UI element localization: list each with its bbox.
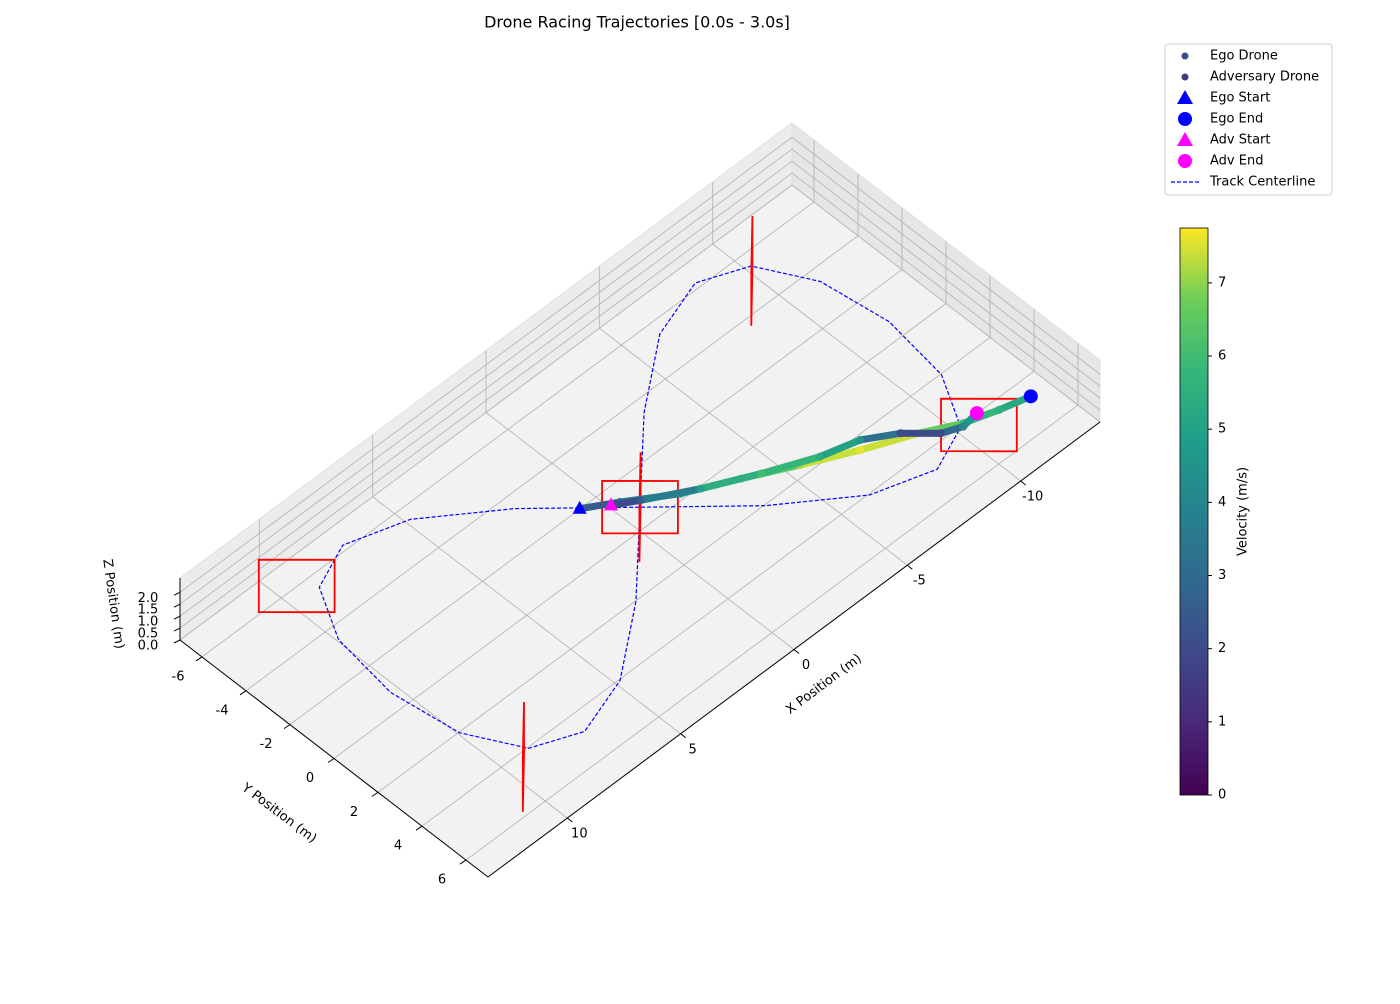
y-tick [284, 725, 290, 729]
trajectory-point [937, 429, 945, 437]
x-tick-label: 10 [571, 827, 588, 842]
y-tick-label: -6 [172, 669, 185, 684]
y-tick-label: 4 [394, 839, 402, 854]
colorbar [1180, 228, 1208, 795]
x-tick-label: 0 [802, 658, 810, 673]
end-marker [970, 406, 984, 420]
trajectory-segment [611, 500, 640, 505]
x-tick [794, 650, 799, 654]
x-axis-label: X Position (m) [783, 651, 864, 718]
x-tick-label: -5 [913, 574, 926, 589]
legend-label: Ego Start [1210, 91, 1270, 106]
z-axis-label: Z Position (m) [99, 558, 126, 650]
trajectory-point [995, 406, 1003, 414]
x-tick-label: 5 [689, 742, 697, 757]
chart-title: Drone Racing Trajectories [0.0s - 3.0s] [484, 13, 790, 32]
y-tick [328, 759, 334, 763]
y-tick [416, 826, 422, 830]
y-tick-label: 6 [438, 873, 446, 888]
colorbar-tick-label: 2 [1218, 641, 1226, 656]
x-tick [681, 734, 686, 738]
legend-label: Adv End [1210, 154, 1263, 169]
y-tick [372, 792, 378, 796]
x-tick-label: -10 [1022, 489, 1043, 504]
gate [751, 216, 752, 326]
legend-marker [1182, 53, 1189, 60]
colorbar-tick-label: 3 [1218, 568, 1226, 583]
x-tick [1021, 481, 1026, 485]
trajectory-point [636, 496, 644, 504]
y-tick [240, 691, 246, 695]
gate [639, 452, 640, 562]
legend-label: Ego End [1210, 112, 1263, 127]
legend-marker [1178, 154, 1192, 168]
y-tick [196, 657, 202, 661]
colorbar-tick-label: 5 [1218, 422, 1226, 437]
y-tick-label: -2 [260, 737, 273, 752]
colorbar-tick-label: 1 [1218, 714, 1226, 729]
trajectory-point [856, 436, 864, 444]
colorbar-tick-label: 0 [1218, 788, 1226, 803]
trajectory-point [697, 485, 705, 493]
z-tick-label: 2.0 [138, 591, 159, 606]
gate [523, 702, 524, 812]
trajectory-point [959, 423, 967, 431]
colorbar-label: Velocity (m/s) [1236, 467, 1251, 556]
x-tick [567, 818, 572, 822]
legend-label: Adversary Drone [1210, 70, 1319, 85]
legend-label: Adv Start [1210, 133, 1271, 148]
y-tick-label: 0 [306, 771, 314, 786]
colorbar-tick-label: 4 [1218, 495, 1226, 510]
legend-marker [1182, 74, 1189, 81]
colorbar-tick-label: 7 [1218, 275, 1226, 290]
z-tick [174, 604, 180, 607]
z-tick [174, 640, 180, 643]
z-tick [174, 628, 180, 631]
legend-label: Track Centerline [1209, 175, 1315, 190]
z-tick [174, 616, 180, 619]
legend-label: Ego Drone [1210, 49, 1278, 64]
trajectory-point [816, 453, 824, 461]
trajectory-point [856, 446, 864, 454]
legend-marker [1178, 112, 1192, 126]
colorbar-tick-label: 6 [1218, 349, 1226, 364]
y-tick [460, 860, 466, 864]
x-tick [907, 565, 912, 569]
trajectory-point [757, 470, 765, 478]
y-tick-label: -4 [216, 703, 229, 718]
end-marker [1024, 389, 1038, 403]
y-axis-label: Y Position (m) [238, 780, 319, 847]
trajectory-point [897, 429, 905, 437]
z-tick [174, 592, 180, 595]
y-tick-label: 2 [350, 805, 358, 820]
